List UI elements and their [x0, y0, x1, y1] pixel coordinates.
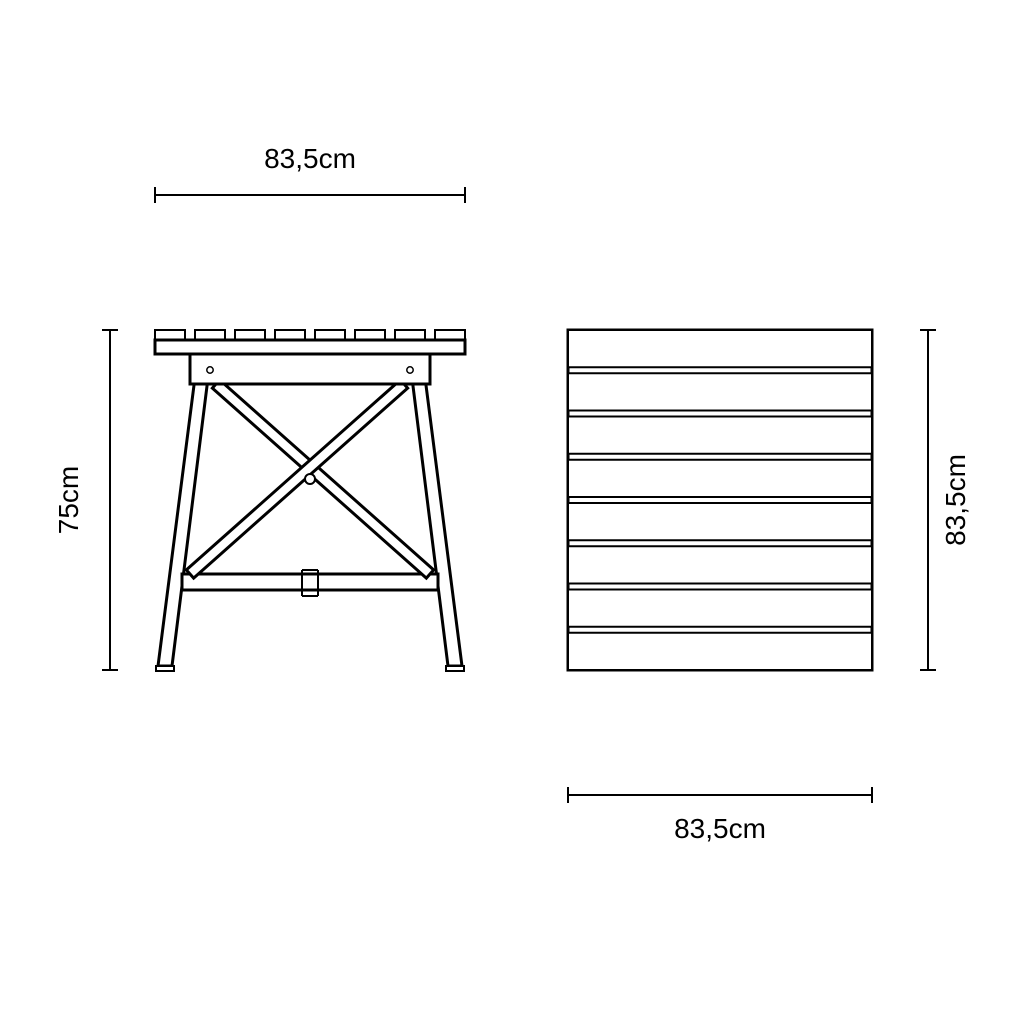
dim-height-label: 75cm — [53, 466, 84, 534]
plan-view — [568, 330, 872, 670]
technical-drawing: 83,5cm 75cm 83,5cm 83,5cm — [0, 0, 1024, 1024]
side-elevation — [155, 330, 465, 671]
dim-width-label: 83,5cm — [264, 143, 356, 174]
dim-depth-label-right: 83,5cm — [940, 454, 971, 546]
dim-depth-label-bottom: 83,5cm — [674, 813, 766, 844]
